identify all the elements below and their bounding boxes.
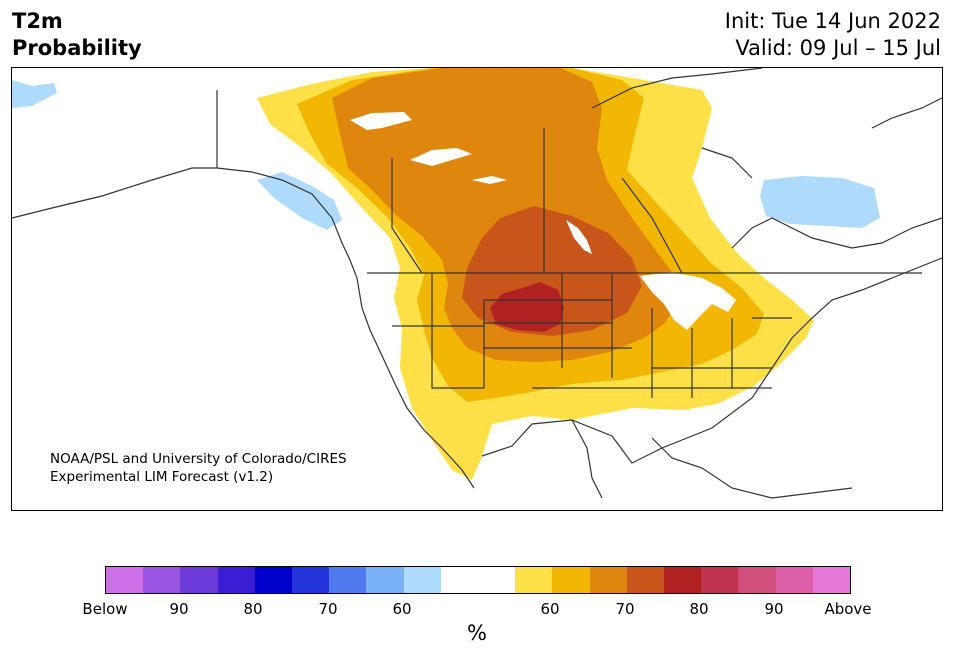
title-type: Probability xyxy=(12,36,142,60)
map-canvas xyxy=(12,68,942,499)
title-variable: T2m xyxy=(12,9,63,33)
great-lakes xyxy=(640,272,736,330)
init-date: Init: Tue 14 Jun 2022 xyxy=(724,9,941,33)
colorbar-segment xyxy=(478,567,516,593)
credit-org: NOAA/PSL and University of Colorado/CIRE… xyxy=(50,451,347,467)
probability-colorbar xyxy=(105,566,851,594)
colorbar-tick-label: 70 xyxy=(615,600,635,618)
colorbar-segment xyxy=(626,567,665,593)
below-normal-patch-quebec xyxy=(760,176,880,228)
colorbar-tick-label: 90 xyxy=(169,600,189,618)
lake-winnipeg xyxy=(566,220,592,254)
colorbar-segment xyxy=(217,567,255,593)
colorbar-segment xyxy=(738,567,776,593)
colorbar-unit: % xyxy=(467,621,487,645)
colorbar-tick-label: 80 xyxy=(689,600,709,618)
below-normal-patch-northwest xyxy=(12,80,57,108)
lake-great-slave xyxy=(410,148,472,166)
forecast-dates: Init: Tue 14 Jun 2022 Valid: 09 Jul – 15… xyxy=(725,8,941,62)
map-credit: NOAA/PSL and University of Colorado/CIRE… xyxy=(50,450,347,486)
lake-athabasca xyxy=(472,176,507,184)
colorbar-segment xyxy=(775,567,813,593)
colorbar-segment xyxy=(329,567,367,593)
colorbar-tick-label: Below xyxy=(82,600,128,618)
colorbar-tick-label: 60 xyxy=(540,600,560,618)
colorbar-segment xyxy=(254,567,293,593)
colorbar-tick-label: Above xyxy=(824,600,872,618)
colorbar-segment xyxy=(106,567,144,593)
lake-great-bear xyxy=(350,112,412,130)
map-title: T2m Probability xyxy=(12,8,142,62)
below-normal-patch-alaska xyxy=(257,172,342,230)
colorbar-segment xyxy=(440,567,479,593)
probability-map: NOAA/PSL and University of Colorado/CIRE… xyxy=(11,67,943,511)
colorbar-segment xyxy=(366,567,404,593)
zone-80 xyxy=(490,282,564,332)
colorbar-segment xyxy=(143,567,181,593)
colorbar-segment xyxy=(701,567,739,593)
credit-model: Experimental LIM Forecast (v1.2) xyxy=(50,469,274,485)
colorbar-tick-labels: Below 90 80 70 60 60 70 80 90 Above xyxy=(0,600,953,620)
colorbar-segment xyxy=(292,567,330,593)
colorbar-tick-label: 60 xyxy=(392,600,412,618)
colorbar-segment xyxy=(664,567,702,593)
colorbar-tick-label: 90 xyxy=(764,600,784,618)
colorbar-segment xyxy=(403,567,441,593)
valid-range: Valid: 09 Jul – 15 Jul xyxy=(735,36,941,60)
colorbar-tick-label: 80 xyxy=(243,600,263,618)
colorbar-segment xyxy=(552,567,590,593)
colorbar-segment xyxy=(589,567,627,593)
colorbar-segment xyxy=(180,567,218,593)
colorbar-segment xyxy=(515,567,553,593)
colorbar-segment xyxy=(812,567,851,593)
colorbar-tick-label: 70 xyxy=(318,600,338,618)
